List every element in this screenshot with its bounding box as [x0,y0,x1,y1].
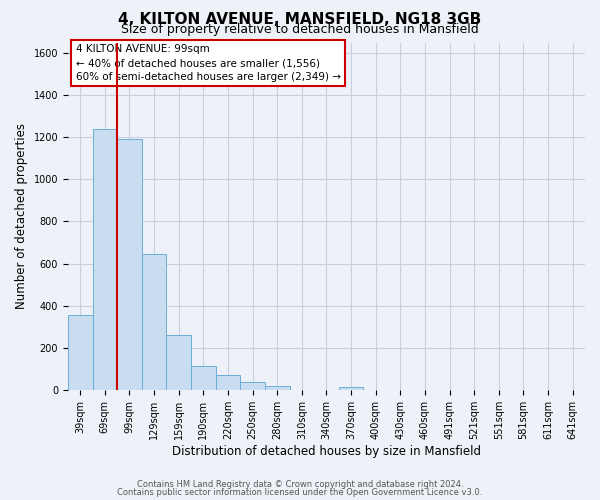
Bar [142,254,166,390]
Bar [339,386,364,390]
Bar [215,374,240,390]
Bar [240,382,265,390]
Bar [265,386,290,390]
X-axis label: Distribution of detached houses by size in Mansfield: Distribution of detached houses by size … [172,444,481,458]
Bar [68,315,92,390]
Text: Contains public sector information licensed under the Open Government Licence v3: Contains public sector information licen… [118,488,482,497]
Text: 4, KILTON AVENUE, MANSFIELD, NG18 3GB: 4, KILTON AVENUE, MANSFIELD, NG18 3GB [118,12,482,28]
Bar [166,335,191,390]
Bar [117,140,142,390]
Bar [191,366,215,390]
Text: Contains HM Land Registry data © Crown copyright and database right 2024.: Contains HM Land Registry data © Crown c… [137,480,463,489]
Y-axis label: Number of detached properties: Number of detached properties [15,123,28,309]
Text: 4 KILTON AVENUE: 99sqm
← 40% of detached houses are smaller (1,556)
60% of semi-: 4 KILTON AVENUE: 99sqm ← 40% of detached… [76,44,341,82]
Bar [92,129,117,390]
Text: Size of property relative to detached houses in Mansfield: Size of property relative to detached ho… [121,22,479,36]
